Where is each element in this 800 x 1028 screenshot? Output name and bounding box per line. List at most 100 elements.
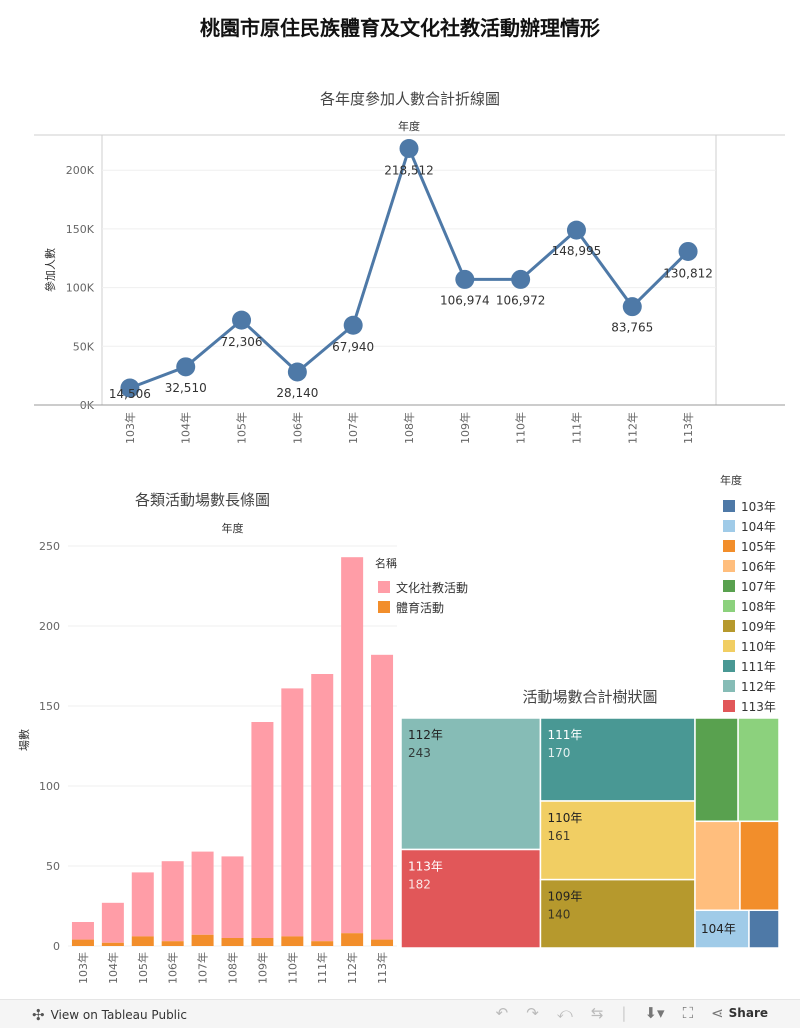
bar-chart: 0 50 100 150 200 250 場數 103年 104年 105年 106年 107年 108…: [18, 540, 397, 984]
x-tick-label: 104年: [179, 412, 193, 444]
data-label: 28,140: [276, 386, 318, 400]
x-tick-label: 108年: [402, 412, 416, 444]
data-label: 83,765: [611, 321, 653, 335]
treemap-cell: [401, 848, 542, 948]
legend-label: 文化社教活動: [396, 580, 469, 595]
data-point: [511, 269, 531, 289]
name-legend-item[interactable]: 體育活動: [375, 597, 495, 617]
data-point: [455, 269, 475, 289]
bar-sports: [281, 936, 304, 946]
y-tick-label: 50K: [73, 340, 95, 353]
x-tick-label: 104年: [106, 952, 120, 984]
year-legend-item[interactable]: 103年: [720, 496, 800, 516]
legend-label: 體育活動: [396, 600, 445, 615]
view-on-tableau-link[interactable]: ✣ View on Tableau Public: [32, 1006, 187, 1024]
data-point: [176, 357, 196, 377]
year-legend-item[interactable]: 109年: [720, 616, 800, 636]
data-point: [287, 362, 307, 382]
legend-swatch: [378, 581, 390, 593]
name-legend-item[interactable]: 文化社教活動: [375, 577, 495, 597]
data-label: 106,974: [440, 293, 490, 307]
bar-sports: [371, 939, 394, 946]
x-tick-label: 110年: [514, 412, 528, 444]
data-point: [678, 241, 698, 261]
year-legend-item[interactable]: 111年: [720, 656, 800, 676]
series-line: [129, 144, 690, 390]
treemap-cell-value: 140: [547, 908, 570, 922]
line-chart-title: 各年度參加人數合計折線圖: [319, 90, 500, 108]
bar-culture: [311, 674, 334, 942]
y-tick-label: 100: [39, 780, 60, 793]
x-tick-label: 103年: [123, 412, 137, 444]
treemap-cell: [739, 820, 779, 912]
treemap-cell: [539, 718, 696, 802]
bar-culture: [161, 861, 184, 942]
bar-chart-title: 各類活動場數長條圖: [134, 491, 270, 509]
x-tick-label: 109年: [255, 952, 269, 984]
data-label: 130,812: [663, 266, 713, 280]
treemap-cell: [694, 718, 739, 823]
treemap-cell: [748, 909, 779, 948]
name-legend-title: 名稱: [375, 557, 397, 570]
year-legend-item[interactable]: 106年: [720, 556, 800, 576]
legend-swatch: [378, 601, 390, 613]
data-point: [343, 315, 363, 335]
treemap-cell: [539, 800, 696, 881]
bar-culture: [101, 902, 124, 943]
year-legend-item[interactable]: 113年: [720, 696, 800, 716]
legend-label: 111年: [741, 659, 776, 674]
year-legend-item[interactable]: 110年: [720, 636, 800, 656]
treemap-cell-value: 243: [408, 746, 431, 760]
bar-culture: [371, 654, 394, 940]
legend-swatch: [723, 640, 735, 652]
x-tick-label: 106年: [166, 952, 180, 984]
refresh-icon[interactable]: ⇆: [590, 1004, 604, 1022]
bar-sports: [221, 938, 244, 946]
year-legend: 年度 103年 104年 105年 106年 107年 108年 109年 110年 111年 1…: [720, 472, 800, 716]
legend-label: 110年: [741, 639, 776, 654]
treemap-cell-label: 110年: [547, 811, 582, 825]
data-point: [399, 138, 419, 158]
bar-culture: [71, 922, 94, 940]
x-tick-label: 105年: [235, 412, 249, 444]
download-icon[interactable]: ⬇▾: [644, 1004, 665, 1022]
revert-icon[interactable]: ⤺: [556, 1004, 573, 1022]
y-tick-label: 100K: [66, 282, 95, 295]
legend-swatch: [723, 560, 735, 572]
year-legend-item[interactable]: 108年: [720, 596, 800, 616]
x-tick-label: 108年: [226, 952, 240, 984]
y-tick-label: 200K: [66, 164, 95, 177]
bar-sports: [251, 938, 274, 946]
legend-label: 103年: [741, 499, 776, 514]
data-label: 14,506: [109, 387, 151, 401]
legend-swatch: [723, 620, 735, 632]
redo-icon[interactable]: ↷: [526, 1004, 539, 1022]
data-label: 32,510: [165, 381, 207, 395]
dashboard-title: 桃園市原住民族體育及文化社教活動辦理情形: [200, 16, 600, 40]
legend-label: 112年: [741, 679, 776, 694]
x-tick-label: 113年: [681, 412, 695, 444]
y-tick-label: 200: [39, 620, 60, 633]
y-tick-label: 150: [39, 700, 60, 713]
year-legend-item[interactable]: 105年: [720, 536, 800, 556]
treemap-cell: [694, 820, 741, 912]
bar-culture: [221, 856, 244, 938]
year-legend-item[interactable]: 104年: [720, 516, 800, 536]
year-legend-item[interactable]: 112年: [720, 676, 800, 696]
legend-label: 104年: [741, 519, 776, 534]
share-label: Share: [728, 1006, 768, 1020]
legend-label: 109年: [741, 619, 776, 634]
x-tick-label: 111年: [569, 412, 583, 444]
bar-sports: [131, 936, 154, 946]
fullscreen-icon[interactable]: ⛶: [682, 1004, 694, 1022]
data-label: 106,972: [496, 293, 546, 307]
bar-culture: [131, 872, 154, 937]
year-legend-item[interactable]: 107年: [720, 576, 800, 596]
undo-icon[interactable]: ↶: [495, 1004, 509, 1022]
legend-swatch: [723, 540, 735, 552]
share-button[interactable]: ⋖ Share: [711, 1004, 768, 1022]
data-label: 67,940: [332, 340, 374, 354]
line-chart-header: 年度: [398, 120, 420, 133]
legend-swatch: [723, 700, 735, 712]
y-tick-label: 0: [53, 940, 60, 953]
